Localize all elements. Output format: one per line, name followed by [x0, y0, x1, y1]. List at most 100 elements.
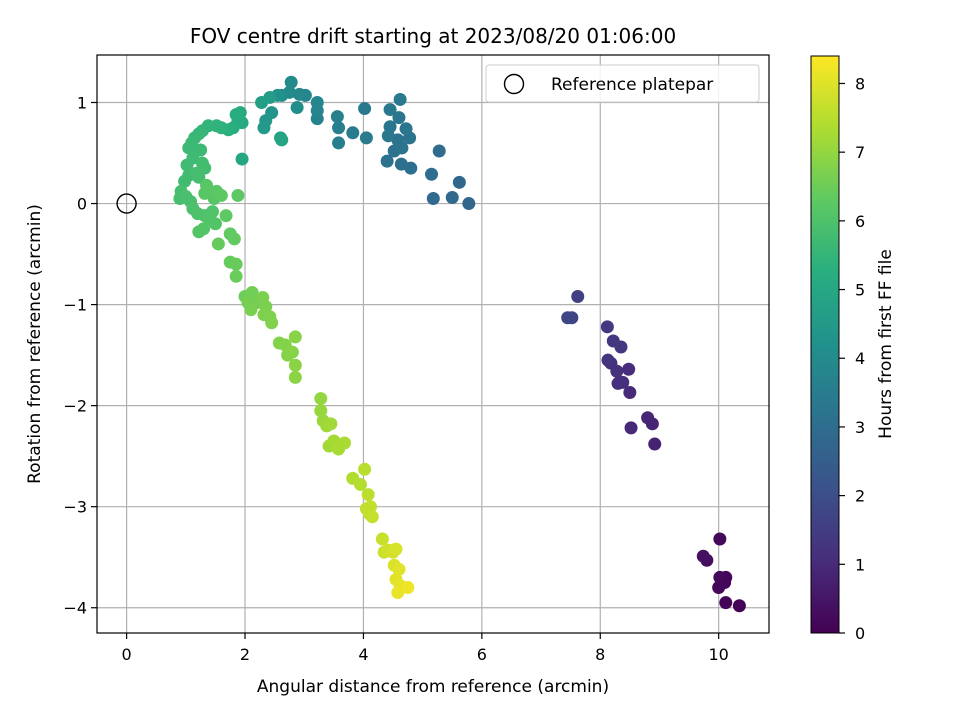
data-point	[310, 95, 324, 109]
data-point	[231, 188, 245, 202]
data-point	[245, 285, 259, 299]
data-point	[425, 167, 439, 181]
data-point	[719, 596, 733, 610]
x-tick-label: 10	[708, 645, 728, 664]
data-point	[219, 209, 233, 223]
plot-area-frame	[96, 54, 770, 634]
data-point	[432, 144, 446, 158]
colorbar-tick-label: 5	[855, 281, 865, 300]
data-point	[361, 488, 375, 502]
data-point	[624, 421, 638, 435]
data-point	[284, 75, 298, 89]
data-point	[380, 154, 394, 168]
data-point	[622, 362, 636, 376]
y-tick-label: −2	[63, 397, 87, 416]
data-point	[192, 225, 206, 239]
data-point	[346, 126, 360, 140]
legend-box	[485, 64, 760, 103]
x-tick-label: 6	[477, 645, 487, 664]
data-point	[179, 189, 193, 203]
data-point	[314, 404, 328, 418]
data-point	[452, 175, 466, 189]
data-point	[393, 92, 407, 106]
data-point	[601, 353, 615, 367]
grid-lines	[97, 55, 769, 633]
data-point	[426, 191, 440, 205]
colorbar-tick-label: 4	[855, 349, 865, 368]
data-point	[229, 108, 243, 122]
colorbar-tick-label: 1	[855, 555, 865, 574]
x-axis-ticks: 0 2 4 6 8 10	[122, 633, 729, 664]
data-point	[214, 188, 228, 202]
legend: Reference platepar	[485, 64, 760, 103]
data-point	[399, 122, 413, 136]
data-point	[332, 121, 346, 135]
colorbar-tick-label: 3	[855, 418, 865, 437]
data-point	[648, 437, 662, 451]
data-point	[712, 581, 726, 595]
data-point	[358, 462, 372, 476]
data-point	[229, 269, 243, 283]
x-axis-label: Angular distance from reference (arcmin)	[257, 677, 609, 697]
data-point	[288, 370, 302, 384]
data-point	[359, 131, 373, 145]
data-point	[182, 141, 196, 155]
colorbar-tick-label: 8	[855, 74, 865, 93]
data-point	[208, 217, 222, 231]
data-point	[314, 392, 328, 406]
y-axis-ticks: −4 −3 −2 −1 0 1	[63, 93, 97, 618]
data-point	[229, 257, 243, 271]
y-axis-label: Rotation from reference (arcmin)	[25, 204, 45, 484]
x-tick-label: 0	[122, 645, 132, 664]
colorbar-tick-label: 2	[855, 487, 865, 506]
data-point	[337, 436, 351, 450]
data-point	[696, 549, 710, 563]
data-point	[391, 586, 405, 600]
reference-platepar-marker	[116, 193, 137, 214]
data-point	[462, 197, 476, 211]
data-point	[288, 358, 302, 372]
colorbar-label: Hours from first FF file	[876, 249, 896, 439]
data-point	[375, 532, 389, 546]
chart-title: FOV centre drift starting at 2023/08/20 …	[190, 24, 676, 48]
x-tick-label: 2	[240, 645, 250, 664]
data-point	[353, 477, 367, 491]
y-tick-label: 0	[77, 195, 87, 214]
data-point	[200, 178, 214, 192]
colorbar-ticks: 0 1 2 3 4 5 6 7 8	[839, 74, 865, 643]
colorbar-gradient	[810, 55, 840, 634]
legend-label-reference-platepar: Reference platepar	[551, 75, 713, 95]
data-point	[561, 311, 575, 325]
colorbar-tick-label: 7	[855, 143, 865, 162]
data-point	[713, 532, 727, 546]
colorbar-tick-label: 6	[855, 212, 865, 231]
data-point	[244, 303, 258, 317]
data-point	[389, 542, 403, 556]
data-point	[227, 232, 241, 246]
data-point	[288, 330, 302, 344]
y-tick-label: −1	[63, 296, 87, 315]
data-point	[713, 570, 727, 584]
data-point	[392, 111, 406, 125]
data-point	[255, 95, 269, 109]
data-point	[571, 290, 585, 304]
y-tick-label: −3	[63, 498, 87, 517]
data-point	[265, 316, 279, 330]
data-point	[194, 143, 208, 157]
data-point	[275, 133, 289, 147]
data-point	[641, 411, 655, 425]
data-point	[257, 121, 271, 135]
x-tick-label: 8	[595, 645, 605, 664]
y-tick-label: −4	[63, 599, 87, 618]
scatter-points	[173, 75, 746, 613]
data-point	[392, 562, 406, 576]
data-point	[383, 103, 397, 117]
colorbar-tick-label: 0	[855, 624, 865, 643]
y-tick-label: 1	[77, 93, 87, 112]
data-point	[445, 190, 459, 204]
x-tick-label: 4	[358, 645, 368, 664]
data-point	[292, 87, 306, 101]
data-point	[285, 345, 299, 359]
data-point	[732, 599, 746, 613]
